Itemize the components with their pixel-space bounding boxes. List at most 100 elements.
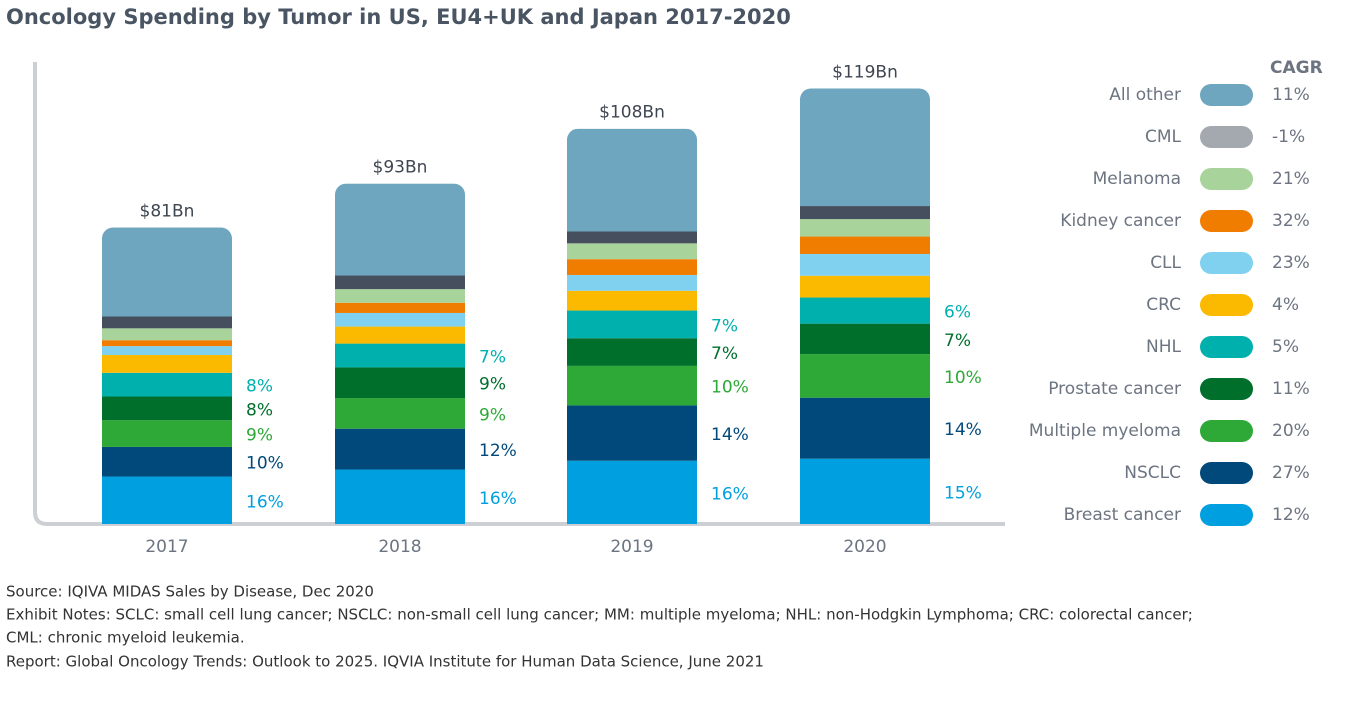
legend-title: CAGR	[1270, 58, 1323, 78]
bar-segment	[335, 326, 465, 344]
bar-segment	[335, 343, 465, 368]
bar-segment	[102, 372, 232, 397]
data-label: 6%	[944, 303, 971, 323]
bar-stack	[800, 88, 930, 524]
footnote: CML: chronic myeloid leukemia.	[6, 629, 245, 647]
bar-stack	[567, 128, 697, 524]
bar-segment	[800, 458, 930, 524]
bar-segment	[102, 476, 232, 524]
legend-cagr: 21%	[1272, 169, 1310, 189]
data-label: 9%	[246, 426, 273, 446]
legend-label: All other	[1109, 85, 1181, 105]
legend-swatch	[1200, 252, 1253, 274]
bar-segment	[567, 310, 697, 339]
legend-cagr: 20%	[1272, 421, 1310, 441]
x-tick-label: 2017	[145, 537, 188, 557]
bar-stack	[335, 183, 465, 524]
legend-label: CML	[1145, 127, 1182, 147]
bar-segment	[335, 302, 465, 313]
legend-cagr: 23%	[1272, 253, 1310, 273]
bar-segment	[800, 253, 930, 276]
legend-swatch	[1200, 462, 1253, 484]
bar-segment	[102, 446, 232, 477]
legend-cagr: 12%	[1272, 505, 1310, 525]
legend-swatch	[1200, 336, 1253, 358]
bar-segment	[335, 428, 465, 470]
bar-segment	[567, 243, 697, 260]
bar-segment	[335, 289, 465, 303]
legend-label: CRC	[1146, 295, 1181, 315]
bar-segment	[567, 259, 697, 275]
total-label: $93Bn	[373, 158, 428, 178]
legend-cagr: 27%	[1272, 463, 1310, 483]
footnote: Report: Global Oncology Trends: Outlook …	[6, 653, 764, 671]
total-label: $81Bn	[140, 202, 195, 222]
data-label: 9%	[479, 375, 506, 395]
legend-cagr: 5%	[1272, 337, 1299, 357]
bar-segment	[335, 367, 465, 399]
bar-segment	[567, 274, 697, 291]
legend-swatch	[1200, 294, 1253, 316]
legend-cagr: -1%	[1272, 127, 1305, 147]
bar-segment	[567, 338, 697, 366]
bar-segment	[567, 405, 697, 461]
data-label: 12%	[479, 441, 517, 461]
data-label: 16%	[246, 492, 284, 512]
legend-cagr: 11%	[1272, 85, 1310, 105]
bar-segment	[102, 420, 232, 447]
legend-label: Breast cancer	[1064, 505, 1181, 525]
data-label: 10%	[246, 454, 284, 474]
data-label: 10%	[944, 368, 982, 388]
bar-segment	[567, 460, 697, 524]
axis	[33, 62, 1005, 526]
bar-segment	[800, 323, 930, 355]
bar-segment	[800, 297, 930, 324]
bar-segment	[800, 397, 930, 459]
total-label: $119Bn	[832, 62, 898, 82]
legend-label: Prostate cancer	[1048, 379, 1181, 399]
legend-label: Kidney cancer	[1060, 211, 1181, 231]
data-label: 16%	[711, 484, 749, 504]
data-label: 7%	[711, 316, 738, 336]
legend-swatch	[1200, 378, 1253, 400]
bar-segment	[800, 206, 930, 220]
bar-segment	[102, 396, 232, 421]
data-label: 10%	[711, 378, 749, 398]
footnote: Exhibit Notes: SCLC: small cell lung can…	[6, 606, 1193, 624]
legend-swatch	[1200, 168, 1253, 190]
data-label: 14%	[944, 420, 982, 440]
legend-cagr: 32%	[1272, 211, 1310, 231]
data-label: 7%	[944, 331, 971, 351]
bar-segment	[102, 346, 232, 356]
bar-segment	[102, 340, 232, 347]
legend-label: CLL	[1150, 253, 1181, 273]
bar-segment	[800, 354, 930, 398]
bar-segment	[102, 227, 232, 317]
x-tick-label: 2020	[843, 537, 886, 557]
bar-segment	[567, 128, 697, 232]
data-label: 7%	[479, 348, 506, 368]
bar-segment	[567, 231, 697, 244]
data-label: 9%	[479, 405, 506, 425]
bar-segment	[335, 183, 465, 276]
bar-segment	[800, 236, 930, 254]
bar-segment	[335, 398, 465, 429]
legend-swatch	[1200, 84, 1253, 106]
legend-label: Multiple myeloma	[1029, 421, 1181, 441]
bar-segment	[102, 316, 232, 329]
legend-cagr: 11%	[1272, 379, 1310, 399]
legend-swatch	[1200, 126, 1253, 148]
footnote: Source: IQIVA MIDAS Sales by Disease, De…	[6, 583, 374, 601]
bar-segment	[800, 219, 930, 237]
legend-label: NHL	[1146, 337, 1182, 357]
legend-swatch	[1200, 210, 1253, 232]
bar-segment	[335, 312, 465, 327]
legend-label: Melanoma	[1093, 169, 1181, 189]
bar-segment	[335, 275, 465, 290]
legend-cagr: 4%	[1272, 295, 1299, 315]
bar-segment	[567, 290, 697, 311]
chart-title: Oncology Spending by Tumor in US, EU4+UK…	[6, 5, 791, 29]
x-tick-label: 2018	[378, 537, 421, 557]
legend-swatch	[1200, 504, 1253, 526]
